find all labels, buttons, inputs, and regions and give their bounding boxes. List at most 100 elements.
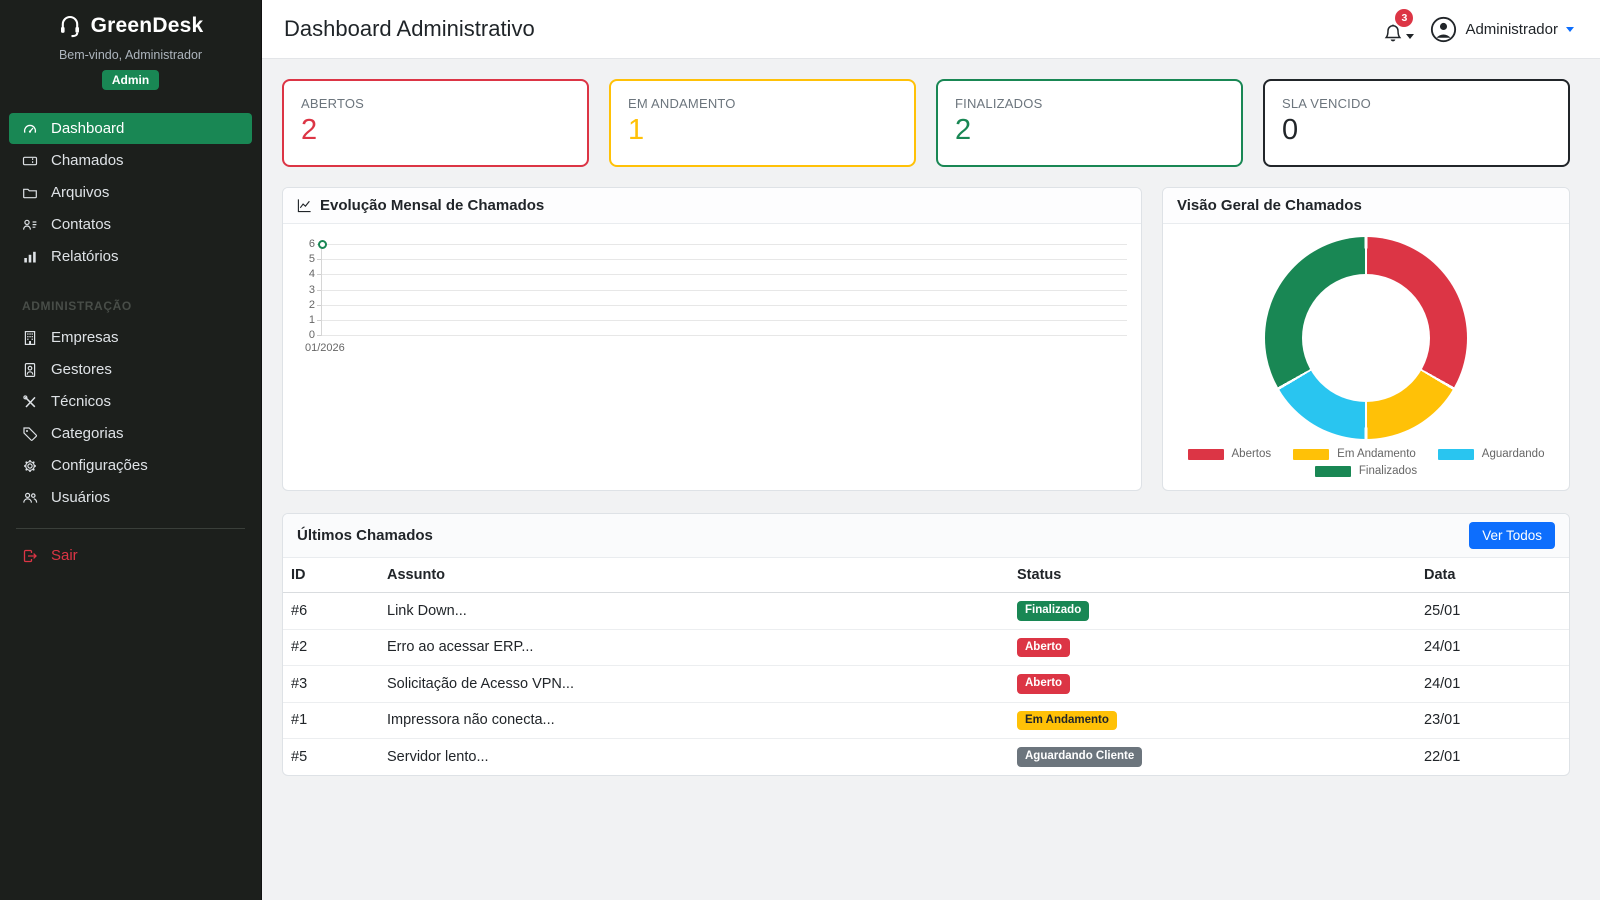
gridline-row: 3 xyxy=(297,284,1127,305)
y-tick-label: 6 xyxy=(308,238,315,250)
stat-card-em-andamento: EM ANDAMENTO 1 xyxy=(609,79,916,167)
admin-nav: Empresas Gestores Técnicos Categorias Config… xyxy=(0,321,261,514)
gridline-row: 2 xyxy=(297,299,1127,320)
line-chart-icon xyxy=(297,199,311,213)
y-tick-label: 2 xyxy=(308,298,315,311)
y-tick-label: 5 xyxy=(308,253,315,266)
sidebar-divider xyxy=(16,528,245,529)
ticket-id: #6 xyxy=(283,592,379,630)
stat-card-finalizados: FINALIZADOS 2 xyxy=(936,79,1243,167)
ticket-id: #5 xyxy=(291,748,308,765)
tag-icon xyxy=(23,426,37,441)
sidebar-item-chamados[interactable]: Chamados xyxy=(9,145,252,176)
col-header-date: Data xyxy=(1416,558,1569,593)
ticket-date: 24/01 xyxy=(1416,665,1569,703)
sidebar-item-label: Usuários xyxy=(51,489,111,506)
gridline xyxy=(317,244,1127,245)
sidebar-item-label: Empresas xyxy=(51,329,119,346)
legend-item-aguardando[interactable]: Aguardando xyxy=(1437,448,1544,460)
admin-section-label: ADMINISTRAÇÃO xyxy=(22,299,132,313)
stat-label: ABERTOS xyxy=(301,96,365,111)
logout-label: Sair xyxy=(51,547,78,564)
sidebar-item-usuarios[interactable]: Usuários xyxy=(9,482,252,513)
sidebar-item-tecnicos[interactable]: Técnicos xyxy=(9,386,252,417)
stat-label: FINALIZADOS xyxy=(955,96,1043,111)
content: ABERTOS 2 EM ANDAMENTO 1 FINALIZADOS 2 SLA VEN… xyxy=(262,59,1600,900)
ticket-date: 24/01 xyxy=(1416,629,1569,666)
legend-swatch xyxy=(1437,448,1474,460)
brand-name: GreenDesk xyxy=(90,14,204,37)
evolution-chart-card: Evolução Mensal de Chamados 6 5 4 3 2 1 0 01/20… xyxy=(282,187,1142,491)
folder-icon xyxy=(23,188,37,198)
legend-label: Em Andamento xyxy=(1337,448,1416,460)
table-row[interactable]: #3 Solicitação de Acesso VPN... Aberto 24/0… xyxy=(283,665,1569,703)
topbar: Dashboard Administrativo 3 Administrador xyxy=(262,0,1600,59)
legend-item-em-andamento[interactable]: Em Andamento xyxy=(1293,448,1416,460)
sidebar-item-logout[interactable]: Sair xyxy=(9,540,252,571)
table-row[interactable]: #6 Link Down... Finalizado 25/01 xyxy=(283,592,1569,630)
gear-icon xyxy=(24,459,36,472)
building-icon xyxy=(24,330,36,345)
y-axis-line xyxy=(321,244,322,337)
gridline-row: 4 xyxy=(297,268,1127,289)
overview-chart-title: Visão Geral de Chamados xyxy=(1177,197,1362,214)
stat-value: 0 xyxy=(1282,114,1299,146)
sidebar-item-relatorios[interactable]: Relatórios xyxy=(9,241,252,272)
sidebar-item-contatos[interactable]: Contatos xyxy=(9,209,252,240)
legend-swatch xyxy=(1314,465,1351,477)
ticket-subject: Erro ao acessar ERP... xyxy=(379,629,1009,666)
status-badge: Aberto xyxy=(1017,674,1071,694)
notification-count-badge: 3 xyxy=(1395,9,1414,27)
sidebar-item-empresas[interactable]: Empresas xyxy=(9,322,252,353)
sidebar-item-label: Gestores xyxy=(51,361,112,378)
overview-chart-card: Visão Geral de Chamados Abertos Em Andame… xyxy=(1162,187,1570,491)
role-badge: Admin xyxy=(101,70,160,90)
gridline-row: 6 xyxy=(297,238,1127,259)
view-all-button[interactable]: Ver Todos xyxy=(1469,522,1555,549)
user-menu-button[interactable]: Administrador xyxy=(1430,16,1574,43)
stat-card-abertos: ABERTOS 2 xyxy=(282,79,589,167)
sidebar-item-arquivos[interactable]: Arquivos xyxy=(9,177,252,208)
ticket-id: #1 xyxy=(283,702,379,739)
recent-tickets-title: Últimos Chamados xyxy=(297,527,433,544)
evolution-chart-title: Evolução Mensal de Chamados xyxy=(320,197,545,214)
donut-hole xyxy=(1302,274,1430,402)
gridline xyxy=(317,304,1127,306)
recent-tickets-card: Últimos Chamados Ver Todos ID Assunto St… xyxy=(282,513,1570,776)
col-header-subject: Assunto xyxy=(379,558,1009,593)
gridline xyxy=(317,289,1127,291)
sidebar-item-label: Contatos xyxy=(51,216,112,233)
main-nav: Dashboard Chamados Arquivos Contatos Relatór… xyxy=(0,112,261,273)
legend-item-finalizados[interactable]: Finalizados xyxy=(1314,465,1418,477)
table-row[interactable]: #2 Erro ao acessar ERP... Aberto 24/01 xyxy=(283,629,1569,666)
ticket-subject: Link Down... xyxy=(379,592,1009,630)
status-badge: Finalizado xyxy=(1017,601,1090,621)
gridline xyxy=(317,274,1127,276)
legend-item-abertos[interactable]: Abertos xyxy=(1187,448,1271,460)
status-badge: Em Andamento xyxy=(1017,710,1117,730)
data-point xyxy=(318,239,327,249)
person-badge-icon xyxy=(24,362,36,377)
gridline xyxy=(317,320,1127,321)
welcome-text: Bem-vindo, Administrador xyxy=(58,48,203,62)
tickets-table: ID Assunto Status Data #6 Link Down... Fin… xyxy=(283,558,1569,775)
sidebar-item-configuracoes[interactable]: Configurações xyxy=(9,450,252,481)
sidebar-item-dashboard[interactable]: Dashboard xyxy=(9,113,252,144)
donut-chart xyxy=(1265,237,1467,439)
status-badge: Aguardando Cliente xyxy=(1017,747,1143,767)
sidebar-item-label: Categorias xyxy=(51,425,124,442)
sidebar-item-gestores[interactable]: Gestores xyxy=(9,354,252,385)
legend-label: Finalizados xyxy=(1358,465,1418,477)
donut-legend: Abertos Em Andamento Aguardando Finalizados xyxy=(1187,448,1544,477)
gridline-row: 1 xyxy=(297,314,1127,335)
ticket-subject: Solicitação de Acesso VPN... xyxy=(379,665,1009,703)
contacts-icon xyxy=(23,219,37,230)
sidebar-item-label: Técnicos xyxy=(51,393,112,410)
table-row[interactable]: #1 Impressora não conecta... Em Andamento 2… xyxy=(283,702,1569,739)
sidebar-item-label: Configurações xyxy=(51,457,148,474)
notifications-button[interactable]: 3 xyxy=(1383,9,1415,43)
table-row[interactable]: #5 Servidor lento... Aguardando Cliente 22/… xyxy=(283,739,1569,775)
page-title: Dashboard Administrativo xyxy=(284,16,535,41)
sidebar-item-categorias[interactable]: Categorias xyxy=(9,418,252,449)
sidebar: GreenDesk Bem-vindo, Administrador Admin… xyxy=(0,0,262,900)
